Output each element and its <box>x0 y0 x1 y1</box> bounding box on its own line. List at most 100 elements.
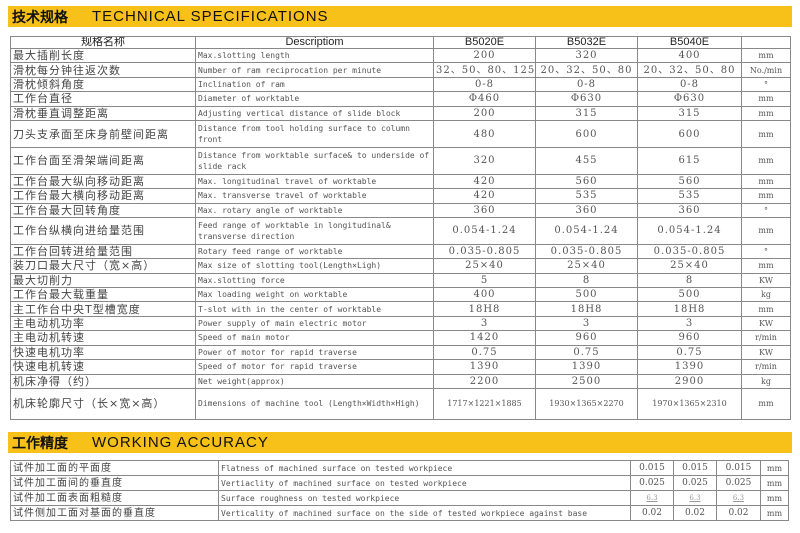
spec-title-en: TECHNICAL SPECIFICATIONS <box>92 8 329 25</box>
spec-name: 滑枕每分钟往返次数 <box>10 62 196 78</box>
value-b5020e: 0-8 <box>433 76 536 93</box>
spec-description: Rotary feed range of worktable <box>195 243 434 260</box>
spec-description: Speed of main motor <box>195 330 434 346</box>
value-b5040e: 315 <box>637 105 742 122</box>
spec-description: Max. transverse travel of worktable <box>195 188 434 204</box>
column-header: 规格名称 <box>10 36 196 49</box>
table-row: 装刀口最大尺寸（宽×高） Max size of slotting tool(Le… <box>10 258 791 274</box>
value-b5020e: 32、50、80、125 <box>433 62 536 78</box>
value-b5020e: 0.75 <box>433 344 536 361</box>
spec-description: Max. longitudinal travel of worktable <box>195 173 434 190</box>
value-b5040e: 560 <box>637 173 742 190</box>
value-b5020e: 2200 <box>433 373 536 389</box>
unit: mm <box>741 301 791 317</box>
table-row: 快速电机功率 Power of motor for rapid traverse 0… <box>10 344 791 361</box>
value-b5020e: 200 <box>433 105 536 122</box>
spec-description: Max.slotting length <box>195 47 434 64</box>
value-b5020e: 400 <box>433 286 536 303</box>
value-b5032e: 3 <box>535 315 638 332</box>
table-row: 工作台面至滑架端间距离 Distance from worktable surfa… <box>10 146 791 175</box>
spec-description: Flatness of machined surface on tested w… <box>218 460 631 476</box>
spec-description: Diameter of worktable <box>195 91 434 107</box>
value-b5040e: 0.035-0.805 <box>637 243 742 260</box>
table-row: 试件加工面表面粗糙度 Surface roughness on tested wo… <box>10 490 789 506</box>
value-b5020e: 0.015 <box>630 460 674 476</box>
spec-name: 刀头支承面至床身前壁间距离 <box>10 120 196 148</box>
value-b5032e: 535 <box>535 188 638 204</box>
value-b5032e: 25×40 <box>535 258 638 274</box>
value-b5020e: 0.035-0.805 <box>433 243 536 260</box>
value-b5040e: 8 <box>637 272 742 288</box>
unit: mm <box>760 505 789 521</box>
unit: ° <box>741 76 791 93</box>
spec-name: 试件加工面间的垂直度 <box>10 475 219 491</box>
spec-description: Distance from worktable surface& to unde… <box>195 146 434 175</box>
spec-name: 机床净得（约） <box>10 373 196 389</box>
table-row: 滑枕倾斜角度 Inclination of ram 0-8 0-8 0-8 ° <box>10 76 791 93</box>
value-b5032e: 315 <box>535 105 638 122</box>
table-row: 工作台纵横向进给量范围 Feed range of worktable in lo… <box>10 216 791 245</box>
unit: mm <box>760 490 789 506</box>
spec-name: 主电动机功率 <box>10 315 196 332</box>
spec-name: 最大切削力 <box>10 272 196 288</box>
table-row: 试件加工面的平面度 Flatness of machined surface on… <box>10 460 789 476</box>
spec-name: 机床轮廓尺寸（长×宽×高） <box>10 387 196 421</box>
unit: r/min <box>741 330 791 346</box>
unit: mm <box>760 475 789 491</box>
value-b5032e: 20、32、50、80 <box>535 62 638 78</box>
unit: mm <box>760 460 789 476</box>
value-b5040e: 3 <box>637 315 742 332</box>
spec-name: 主电动机转速 <box>10 330 196 346</box>
table-row: 主电动机转速 Speed of main motor 1420 960 960 r/min <box>10 330 791 346</box>
unit: kg <box>741 286 791 303</box>
value-b5040e: Φ630 <box>637 91 742 107</box>
spec-name: 工作台最大纵向移动距离 <box>10 173 196 190</box>
spec-name: 最大插削长度 <box>10 47 196 64</box>
unit: mm <box>741 120 791 148</box>
value-b5020e: 5 <box>433 272 536 288</box>
value-b5020e: 6.3 <box>630 490 674 506</box>
spec-description: Verticality of machined surface on the s… <box>218 505 631 521</box>
value-b5040e: 25×40 <box>637 258 742 274</box>
spec-description: Dimensions of machine tool (Length×Width… <box>195 387 434 421</box>
value-b5032e: 1390 <box>535 359 638 375</box>
value-b5032e: 0-8 <box>535 76 638 93</box>
table-row: 滑枕每分钟往返次数 Number of ram reciprocation per… <box>10 62 791 78</box>
spec-name: 滑枕倾斜角度 <box>10 76 196 93</box>
unit: mm <box>741 146 791 175</box>
value-b5020e: 420 <box>433 173 536 190</box>
spec-description: Vertiaclity of machined surface on teste… <box>218 475 631 491</box>
value-b5040e: 18H8 <box>637 301 742 317</box>
value-b5040e: 0.025 <box>716 475 761 491</box>
spec-title-cn: 技术规格 <box>12 9 68 26</box>
unit: r/min <box>741 359 791 375</box>
table-row: 工作台最大载重量 Max loading weight on worktable 4… <box>10 286 791 303</box>
spec-description: Net weight(approx) <box>195 373 434 389</box>
table-row: 工作台最大纵向移动距离 Max. longitudinal travel of w… <box>10 173 791 190</box>
table-row: 工作台最大横向移动距离 Max. transverse travel of wor… <box>10 188 791 204</box>
accuracy-table: 试件加工面的平面度 Flatness of machined surface on… <box>10 460 789 521</box>
unit: mm <box>741 91 791 107</box>
value-b5040e: 20、32、50、80 <box>637 62 742 78</box>
spec-description: Max. rotary angle of worktable <box>195 202 434 218</box>
table-row: 刀头支承面至床身前壁间距离 Distance from tool holding … <box>10 120 791 148</box>
value-b5032e: 560 <box>535 173 638 190</box>
value-b5040e: 0-8 <box>637 76 742 93</box>
spec-description: Number of ram reciprocation per minute <box>195 62 434 78</box>
unit: mm <box>741 173 791 190</box>
value-b5040e: 0.015 <box>716 460 761 476</box>
spec-name: 工作台面至滑架端间距离 <box>10 146 196 175</box>
value-b5040e: 0.02 <box>716 505 761 521</box>
column-header: Descriptiom <box>195 36 434 49</box>
table-row: 机床轮廓尺寸（长×宽×高） Dimensions of machine tool … <box>10 387 791 421</box>
value-b5032e: 0.75 <box>535 344 638 361</box>
value-b5040e: 6.3 <box>716 490 761 506</box>
spec-name: 工作台直径 <box>10 91 196 107</box>
value-b5032e: 360 <box>535 202 638 218</box>
unit: No./min <box>741 62 791 78</box>
value-b5040e: 535 <box>637 188 742 204</box>
value-b5032e: 600 <box>535 120 638 148</box>
unit: mm <box>741 188 791 204</box>
table-row: 试件加工面间的垂直度 Vertiaclity of machined surfac… <box>10 475 789 491</box>
accuracy-title-en: WORKING ACCURACY <box>92 434 269 451</box>
